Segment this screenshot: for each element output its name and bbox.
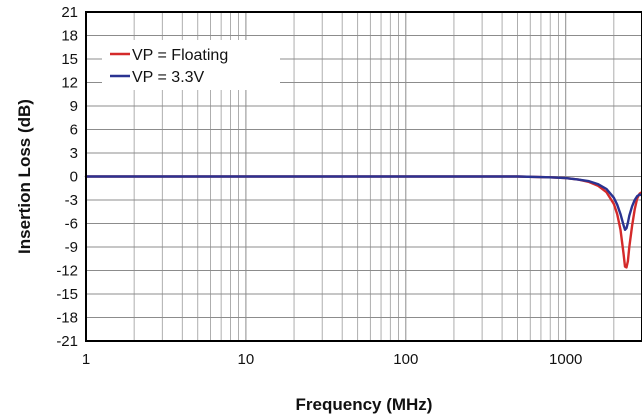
x-tick-label: 1 bbox=[82, 351, 90, 368]
y-tick-label: -18 bbox=[56, 310, 78, 327]
legend-label-2: VP = 3.3V bbox=[132, 69, 205, 86]
y-tick-label: 9 bbox=[70, 98, 78, 115]
series-line-2 bbox=[84, 175, 642, 232]
y-tick-label: -15 bbox=[56, 286, 78, 303]
legend: VP = Floating VP = 3.3V bbox=[102, 40, 280, 90]
y-tick-label: -12 bbox=[56, 263, 78, 280]
x-axis-title: Frequency (MHz) bbox=[296, 395, 433, 414]
y-tick-label: 15 bbox=[61, 51, 78, 68]
y-tick-labels: 21 18 15 12 9 6 3 0 -3 -6 -9 -12 -15 -18 -21 bbox=[56, 4, 78, 350]
legend-label-1: VP = Floating bbox=[132, 47, 228, 64]
y-tick-label: -9 bbox=[65, 239, 78, 256]
x-tick-label: 1000 bbox=[549, 351, 582, 368]
y-tick-label: 0 bbox=[70, 169, 78, 186]
series-layer bbox=[84, 175, 642, 269]
y-tick-label: 3 bbox=[70, 145, 78, 162]
y-tick-label: 18 bbox=[61, 28, 78, 45]
legend-box bbox=[102, 40, 280, 90]
y-tick-label: 21 bbox=[61, 4, 78, 21]
x-tick-label: 10 bbox=[238, 351, 255, 368]
y-tick-label: -3 bbox=[65, 192, 78, 209]
y-tick-label: 6 bbox=[70, 122, 78, 139]
plot-frame bbox=[85, 11, 642, 342]
x-tick-labels: 1 10 100 1000 bbox=[82, 351, 583, 368]
y-tick-label: 12 bbox=[61, 75, 78, 92]
y-axis-title: Insertion Loss (dB) bbox=[15, 99, 34, 254]
x-tick-label: 100 bbox=[393, 351, 418, 368]
y-tick-label: -21 bbox=[56, 333, 78, 350]
y-tick-label: -6 bbox=[65, 216, 78, 233]
